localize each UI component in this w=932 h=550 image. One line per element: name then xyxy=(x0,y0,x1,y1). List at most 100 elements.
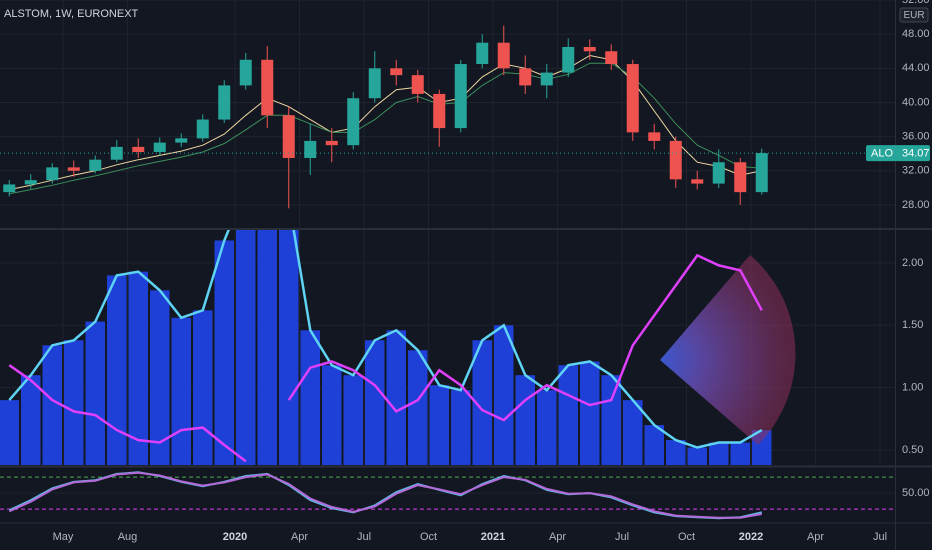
last-price-value: 34.07 xyxy=(902,148,930,160)
histogram-bar xyxy=(0,400,19,465)
histogram-bar xyxy=(21,375,41,465)
histogram-bar xyxy=(730,442,750,465)
histogram-bar xyxy=(343,375,363,465)
candle-body xyxy=(454,64,467,129)
histogram-bar xyxy=(64,340,84,465)
histogram-bar xyxy=(257,230,277,465)
candle-body xyxy=(175,138,188,143)
candle-body xyxy=(712,162,725,184)
candle-body xyxy=(433,93,446,129)
y-tick-label: 28.00 xyxy=(902,199,930,211)
x-tick-label: Oct xyxy=(678,531,695,543)
x-tick-label: Jul xyxy=(873,531,887,543)
x-tick-label: 2020 xyxy=(223,531,247,543)
y-tick-label: 44.00 xyxy=(902,62,930,74)
x-tick-label: Oct xyxy=(420,531,437,543)
histogram-bar xyxy=(451,390,471,465)
histogram-bar xyxy=(601,375,621,465)
candle-body xyxy=(218,85,231,120)
candle-body xyxy=(239,59,252,86)
x-tick-label: Aug xyxy=(118,531,138,543)
x-tick-label: 2022 xyxy=(739,531,763,543)
histogram-bar xyxy=(537,390,557,465)
histogram-bar xyxy=(150,290,170,465)
axes: 28.00 32.00 36.00 40.00 44.00 48.00 52.00 0.50 1… xyxy=(53,0,930,543)
histogram-bar xyxy=(687,447,707,465)
candle-body xyxy=(325,140,338,146)
histogram-bar xyxy=(429,385,449,465)
x-tick-label: Jul xyxy=(615,531,629,543)
candle-body xyxy=(89,159,102,171)
candle-body xyxy=(390,68,403,76)
candle-body xyxy=(67,167,80,171)
candle-body xyxy=(562,46,575,73)
histogram-bar xyxy=(472,340,492,465)
y-tick-label: 1.50 xyxy=(902,319,923,331)
histogram-bar xyxy=(709,442,729,465)
histogram-bar xyxy=(365,340,385,465)
candle-body xyxy=(734,162,747,193)
histogram-bar xyxy=(279,230,299,465)
candle-body xyxy=(304,140,317,158)
histogram-bar xyxy=(666,440,686,465)
histogram-bar xyxy=(494,325,514,465)
candle-body xyxy=(583,46,596,52)
x-tick-label: Jul xyxy=(357,531,371,543)
candle-body xyxy=(540,72,553,86)
histogram-bar xyxy=(580,361,600,465)
x-tick-label: May xyxy=(53,531,74,543)
candle-body xyxy=(411,75,424,94)
candle-body xyxy=(368,68,381,99)
candle-body xyxy=(282,115,295,158)
price-pane xyxy=(0,0,895,228)
histogram-bar xyxy=(623,400,643,465)
candle-body xyxy=(669,140,682,180)
line-series xyxy=(8,230,763,449)
fan-shape xyxy=(660,255,796,445)
indicator-pane xyxy=(0,230,895,465)
y-tick-label: 1.00 xyxy=(902,382,923,394)
candle-body xyxy=(261,59,274,116)
y-tick-label: 32.00 xyxy=(902,165,930,177)
histogram-bar xyxy=(408,350,428,465)
line-series xyxy=(8,253,763,463)
x-tick-label: Apr xyxy=(549,531,566,543)
y-tick-label: 40.00 xyxy=(902,96,930,108)
histogram-bar xyxy=(214,240,234,465)
histogram-bar xyxy=(322,365,342,465)
candle-body xyxy=(24,180,37,185)
x-tick-label: Apr xyxy=(291,531,308,543)
histogram-bar xyxy=(171,317,191,465)
histogram-bar xyxy=(107,275,127,465)
histogram-bar xyxy=(300,330,320,465)
y-tick-label: 2.00 xyxy=(902,257,923,269)
candle-body xyxy=(132,146,145,152)
histogram-bar xyxy=(85,321,105,465)
histogram-bar xyxy=(644,425,664,465)
candle-body xyxy=(755,153,768,193)
histogram-bar xyxy=(558,365,578,465)
symbol-title: ALSTOM, 1W, EURONEXT xyxy=(4,8,139,20)
histogram-bar xyxy=(42,345,62,465)
candle-body xyxy=(497,42,510,69)
candle-body xyxy=(476,42,489,65)
candle-body xyxy=(626,64,639,133)
histogram-bar xyxy=(236,230,256,465)
y-tick-label: 50.00 xyxy=(902,487,930,499)
y-tick-label: 48.00 xyxy=(902,28,930,40)
candle-body xyxy=(347,98,360,146)
last-price-symbol: ALO xyxy=(871,148,893,160)
candle-body xyxy=(196,119,209,139)
last-price-box xyxy=(866,145,930,162)
histogram-bar xyxy=(193,310,213,465)
y-tick-label: 0.50 xyxy=(902,444,923,456)
histogram-bar xyxy=(386,330,406,465)
x-tick-label: 2021 xyxy=(481,531,505,543)
histogram-bar xyxy=(515,375,535,465)
candle-body xyxy=(519,68,532,86)
oscillator-pane xyxy=(0,471,895,520)
histogram-bar xyxy=(128,271,148,465)
currency-label: EUR xyxy=(903,10,924,21)
candle-body xyxy=(648,132,661,141)
